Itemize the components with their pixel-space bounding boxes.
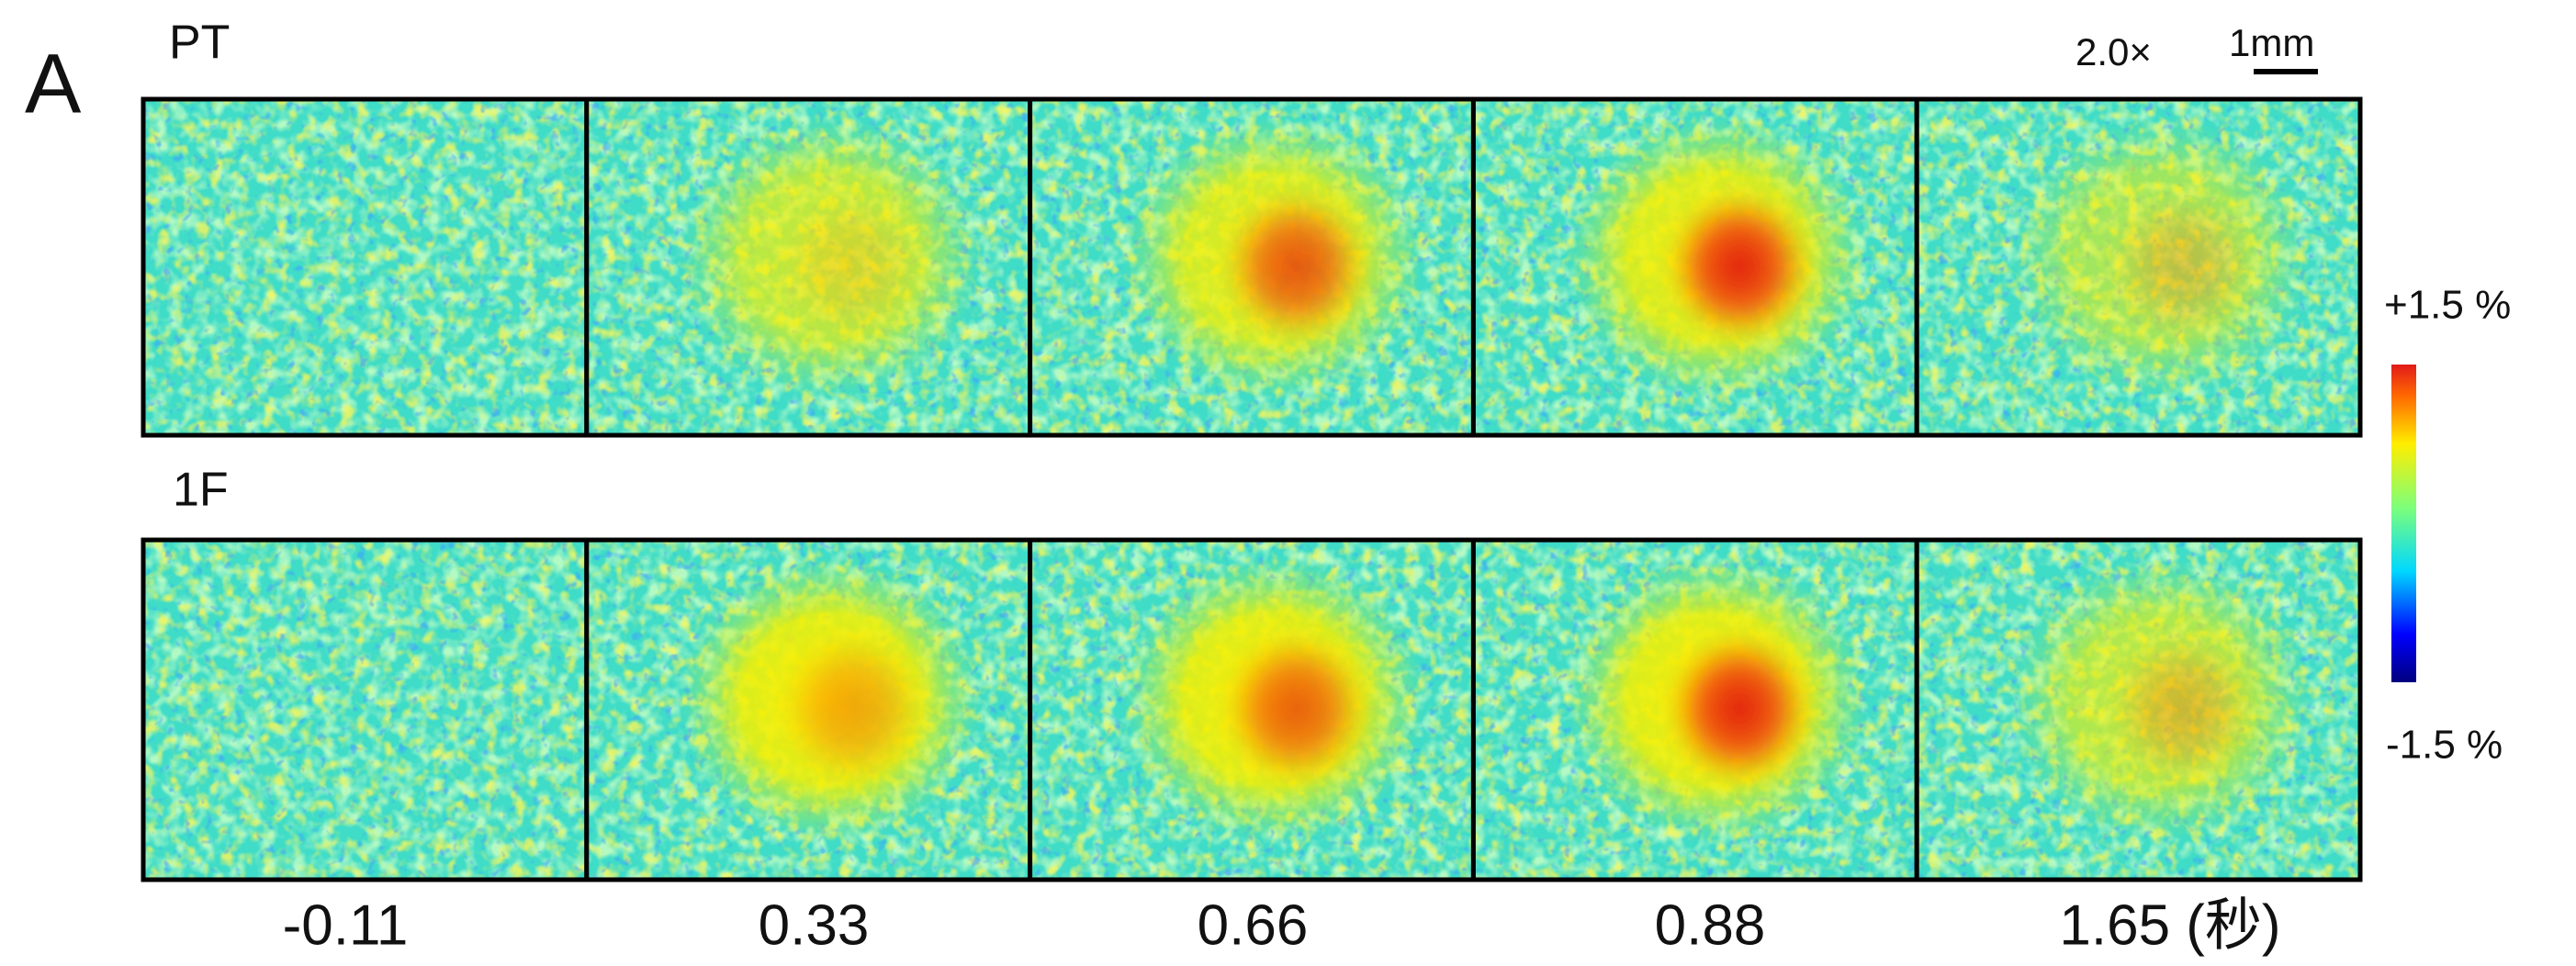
heatmap: [1029, 99, 1474, 435]
panel-border: [1914, 537, 2363, 882]
colorbar-max: +1.5 %: [2384, 283, 2511, 328]
heatmap: [1917, 99, 2360, 435]
heatmap-noise: [143, 99, 587, 435]
colorbar: [2391, 365, 2416, 682]
time-label: 0.33: [759, 893, 870, 957]
panel-border: [1914, 96, 2363, 438]
time-label: 0.88: [1655, 893, 1766, 957]
activation-peak: [1225, 634, 1367, 784]
scale-bar-label: 1mm: [2229, 21, 2314, 64]
magnification: 2.0×: [2075, 30, 2152, 73]
panel-label: A: [25, 37, 82, 130]
heatmap: [143, 99, 587, 435]
heatmap: [1473, 540, 1918, 880]
heatmap: [1029, 540, 1474, 880]
row-label: PT: [169, 17, 230, 70]
heatmap: [143, 540, 587, 880]
heatmap-noise: [143, 540, 587, 880]
time-label: -0.11: [283, 893, 409, 957]
heatmap: [586, 540, 1030, 880]
row-label: 1F: [173, 464, 229, 517]
colorbar-min: -1.5 %: [2386, 723, 2503, 768]
heatmap: [586, 99, 1030, 435]
activation-peak: [782, 192, 924, 341]
activation-peak: [2111, 192, 2255, 341]
activation-peak: [2111, 634, 2255, 784]
heatmap: [1917, 540, 2360, 880]
time-label: 0.66: [1198, 893, 1309, 957]
time-label: 1.65 (秒): [2059, 893, 2280, 957]
heatmap: [1473, 99, 1918, 435]
activation-peak: [782, 634, 924, 784]
activation-peak: [1668, 634, 1811, 784]
image-panels: [141, 96, 2363, 882]
activation-peak: [1225, 192, 1367, 341]
activation-peak: [1668, 192, 1811, 341]
